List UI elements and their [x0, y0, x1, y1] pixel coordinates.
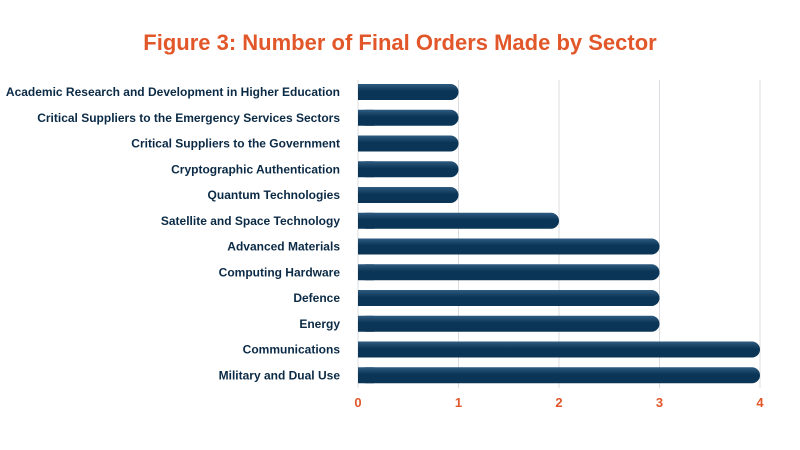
- x-tick-label-2: 2: [555, 395, 562, 410]
- bar-11-base: [358, 341, 374, 358]
- category-label-5: Quantum Technologies: [208, 188, 341, 202]
- bar-7-base: [358, 238, 374, 255]
- category-label-6: Satellite and Space Technology: [161, 214, 340, 228]
- category-label-10: Energy: [299, 317, 340, 331]
- category-label-8: Computing Hardware: [219, 265, 341, 279]
- bar-9: [358, 290, 660, 306]
- bar-12: [358, 367, 760, 384]
- category-label-1: Academic Research and Development in Hig…: [6, 85, 340, 99]
- category-label-11: Communications: [243, 343, 341, 357]
- bar-5: [358, 187, 459, 203]
- category-label-7: Advanced Materials: [227, 240, 340, 254]
- bar-10: [358, 315, 660, 332]
- x-tick-label-1: 1: [455, 395, 462, 410]
- category-label-3: Critical Suppliers to the Government: [131, 137, 340, 151]
- bar-5-base: [358, 187, 374, 203]
- bar-3: [358, 135, 459, 152]
- category-label-9: Defence: [293, 291, 340, 305]
- bar-6: [358, 212, 559, 229]
- bar-8-base: [358, 264, 374, 281]
- bar-8: [358, 264, 660, 281]
- bar-3-base: [358, 135, 374, 152]
- bar-2: [358, 109, 459, 126]
- x-tick-label-4: 4: [756, 395, 764, 410]
- bar-6-base: [358, 212, 374, 229]
- bar-4-base: [358, 161, 374, 178]
- bar-11: [358, 341, 760, 358]
- x-tick-label-0: 0: [354, 395, 361, 410]
- x-tick-label-3: 3: [656, 395, 663, 410]
- category-label-4: Cryptographic Authentication: [171, 162, 340, 176]
- bar-1: [358, 84, 459, 100]
- category-label-12: Military and Dual Use: [219, 368, 341, 382]
- category-label-2: Critical Suppliers to the Emergency Serv…: [37, 111, 340, 125]
- bar-9-base: [358, 290, 374, 306]
- bar-4: [358, 161, 459, 178]
- bar-7: [358, 238, 660, 255]
- bar-10-base: [358, 315, 374, 332]
- bar-12-base: [358, 367, 374, 384]
- bar-1-base: [358, 84, 374, 100]
- bar-2-base: [358, 109, 374, 126]
- chart-title: Figure 3: Number of Final Orders Made by…: [143, 30, 657, 55]
